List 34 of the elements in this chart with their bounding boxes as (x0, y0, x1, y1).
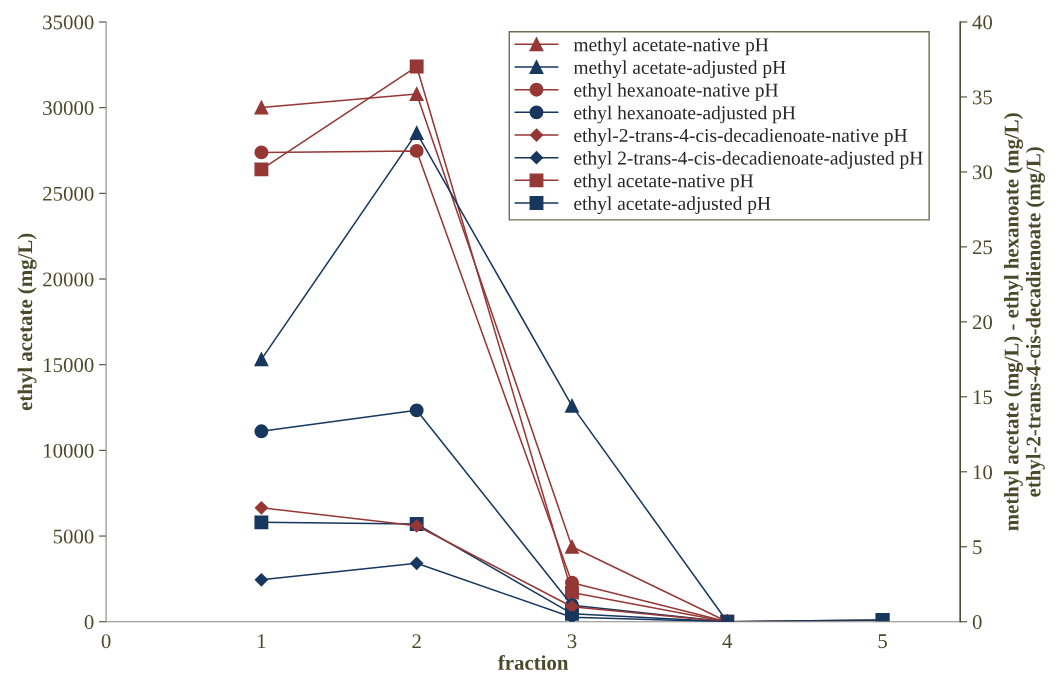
legend-label: methyl acetate-adjusted pH (573, 60, 786, 79)
y-axis-title: ethyl acetate (mg/L) (17, 233, 37, 411)
x-tick-label: 3 (567, 634, 577, 649)
y2-tick-label: 0 (972, 615, 982, 630)
y2-tick-label: 20 (972, 315, 993, 330)
x-tick-label: 1 (258, 634, 266, 648)
y2-tick-label: 40 (972, 15, 993, 30)
y-tick-label: 0 (84, 615, 94, 630)
y-tick-label: 35000 (43, 15, 94, 30)
y-tick-label: 30000 (43, 101, 94, 116)
y2-tick-label: 30 (973, 165, 993, 180)
y2-tick-label: 25 (972, 240, 993, 255)
x-tick-label: 4 (722, 634, 733, 648)
y-tick-label: 15000 (44, 358, 94, 373)
legend-label: methyl acetate-native pH (573, 37, 769, 56)
legend-label: ethyl hexanoate-native pH (574, 82, 779, 101)
x-axis-title: fraction (498, 655, 569, 670)
legend-label: ethyl acetate-native pH (574, 173, 754, 192)
legend-label: ethyl acetate-adjusted pH (574, 196, 771, 215)
y-tick-label: 25000 (43, 186, 94, 201)
legend-label: ethyl 2-trans-4-cis-decadienoate-adjusted pH (574, 151, 923, 169)
y-tick-label: 20000 (43, 272, 94, 287)
y-tick-label: 10000 (44, 443, 94, 458)
x-tick-label: 0 (101, 634, 111, 649)
y2-tick-label: 10 (973, 465, 993, 480)
y-tick-label: 5000 (53, 529, 94, 544)
x-tick-label: 5 (878, 634, 887, 649)
y2-axis-title: methyl acetate (mg/L) - ethyl hexanoate (mg/L) ethyl-2-trans-4-cis-decadienoate (mg/L) (1003, 113, 1045, 531)
y2-tick-label: 5 (973, 540, 982, 555)
legend-label: ethyl hexanoate-adjusted pH (574, 105, 796, 124)
y2-tick-label: 35 (973, 90, 993, 105)
legend-label: ethyl-2-trans-4-cis-decadienoate-native pH (574, 128, 908, 147)
x-tick-label: 2 (412, 634, 421, 648)
y2-tick-label: 15 (973, 390, 993, 405)
